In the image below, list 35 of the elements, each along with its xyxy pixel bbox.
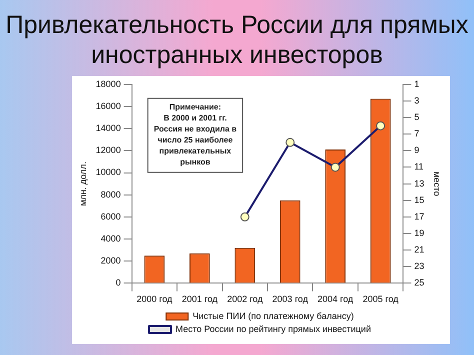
- y-tick-label: 0: [116, 278, 121, 288]
- legend-label: Чистые ПИИ (по платежному балансу): [192, 310, 354, 321]
- x-tick-label: 2002 год: [227, 294, 264, 304]
- y2-tick-label: 9: [414, 145, 420, 156]
- x-tick-label: 2004 год: [318, 294, 354, 304]
- y-tick-label: 10000: [96, 167, 121, 178]
- y2-tick-label: 19: [414, 228, 424, 238]
- y-axis-title: млн. долл.: [78, 162, 88, 206]
- x-tick-label: 2000 год: [136, 294, 174, 304]
- y2-tick-label: 11: [414, 162, 424, 172]
- y-tick-label: 4000: [100, 234, 121, 244]
- y2-tick-label: 1: [414, 78, 420, 89]
- chart-title: Привлекательность России для прямых иностранных инвесторов: [4, 10, 470, 70]
- x-tick-label: 2005 год: [362, 294, 400, 304]
- y-tick-label: 6000: [100, 211, 121, 222]
- y2-tick-label: 3: [414, 95, 420, 106]
- y2-tick-label: 15: [414, 194, 424, 205]
- y2-tick-label: 23: [414, 261, 424, 272]
- y-tick-label: 16000: [96, 100, 121, 111]
- y2-axis-title: место: [432, 171, 442, 196]
- y2-tick-label: 17: [414, 211, 424, 222]
- y-tick-label: 2000: [100, 256, 121, 266]
- y-tick-label: 14000: [96, 123, 121, 134]
- y2-tick-label: 25: [414, 278, 424, 288]
- y-tick-label: 8000: [100, 189, 121, 200]
- y2-tick-label: 21: [414, 244, 424, 255]
- y-tick-label: 12000: [96, 145, 121, 156]
- y2-tick-label: 7: [414, 128, 420, 139]
- legend-label: Место России по рейтингу прямых инвестиций: [176, 324, 371, 334]
- y2-tick-label: 13: [414, 178, 424, 188]
- x-tick-label: 2003 год: [272, 294, 309, 304]
- annotation: Примечание: В 2000 и 2001 гг. Россия не входила в число 25 наиболее привлекательных рынков: [154, 102, 237, 167]
- y-tick-label: 18000: [96, 78, 121, 89]
- x-tick-label: 2001 год: [182, 294, 218, 304]
- y2-tick-label: 5: [414, 112, 420, 122]
